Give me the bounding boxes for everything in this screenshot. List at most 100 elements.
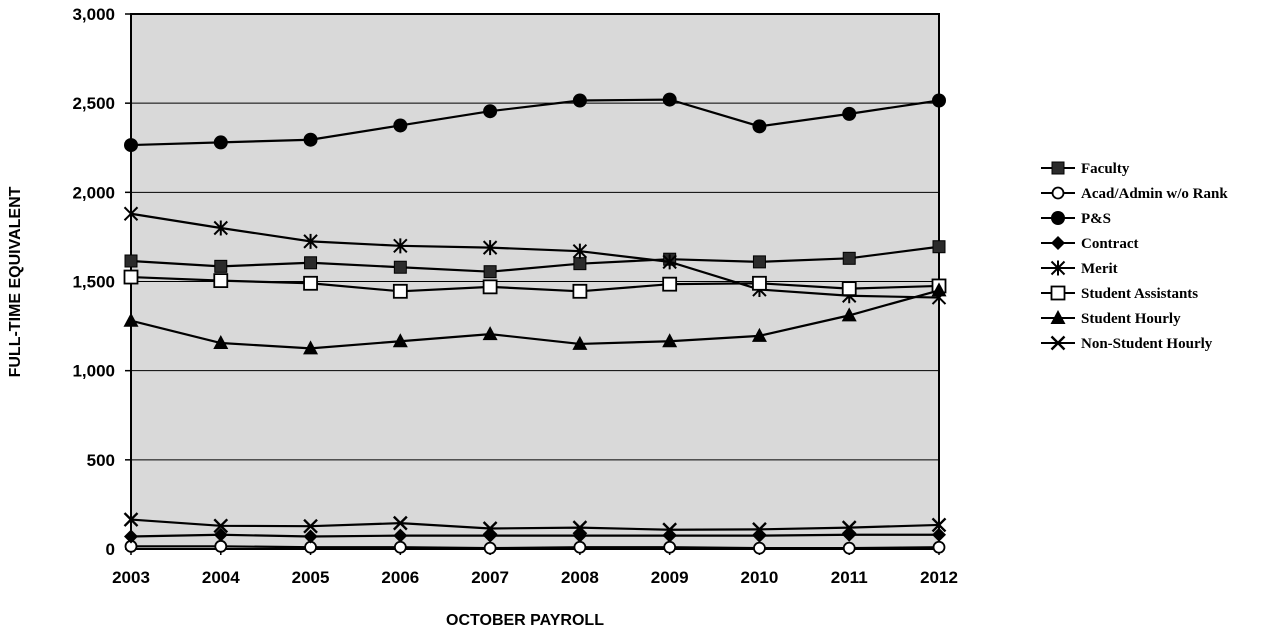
legend-label-merit: Merit xyxy=(1081,261,1118,277)
series-student-assistants xyxy=(123,269,947,299)
legend-item-non-student-hourly: Non-Student Hourly xyxy=(1041,335,1213,352)
point-acad-admin-w-o-rank-2006 xyxy=(393,540,407,554)
x-axis-ticks: 2003 2004 2005 2006 2007 2008 2009 2010 2011 2012 xyxy=(112,549,958,587)
y-tick-label-6: 3,000 xyxy=(72,5,115,24)
point-student-hourly-2006 xyxy=(392,333,408,348)
point-non-student-hourly-2009 xyxy=(662,522,678,538)
x-tick-label-6: 2009 xyxy=(651,568,689,587)
point-contract-2006 xyxy=(393,528,408,543)
x-tick-label-8: 2011 xyxy=(831,568,868,587)
legend-marker-non-student-hourly xyxy=(1050,335,1066,351)
point-faculty-2008 xyxy=(573,257,587,271)
point-merit-2006 xyxy=(393,238,408,254)
point-student-hourly-2005 xyxy=(303,340,319,355)
point-faculty-2007 xyxy=(483,265,497,279)
point-non-student-hourly-2004 xyxy=(213,518,229,534)
point-faculty-2003 xyxy=(124,254,138,268)
series-line-contract xyxy=(130,533,939,538)
point-merit-2007 xyxy=(482,240,498,256)
point-p-s-2012 xyxy=(932,93,946,108)
legend-label-p-s: P&S xyxy=(1081,211,1111,227)
point-merit-2009 xyxy=(662,254,677,270)
point-student-hourly-2009 xyxy=(662,333,678,348)
point-acad-admin-w-o-rank-2011 xyxy=(842,541,856,555)
series-merit xyxy=(123,206,947,306)
series-line-faculty xyxy=(130,245,940,273)
legend-label-student-assistants: Student Assistants xyxy=(1081,286,1198,302)
point-student-assistants-2003 xyxy=(123,269,139,285)
legend-item-student-assistants: Student Assistants xyxy=(1041,285,1198,302)
legend-item-faculty: Faculty xyxy=(1041,161,1130,177)
legend-marker-p-s xyxy=(1051,211,1065,225)
series-line-student-assistants xyxy=(130,275,940,293)
point-p-s-2006 xyxy=(393,118,408,133)
point-acad-admin-w-o-rank-2004 xyxy=(214,539,228,553)
point-non-student-hourly-2006 xyxy=(392,515,408,531)
legend-marker-acad-admin-w-o-rank xyxy=(1051,186,1065,200)
point-student-assistants-2009 xyxy=(662,276,678,292)
point-student-assistants-2008 xyxy=(572,283,588,299)
point-acad-admin-w-o-rank-2009 xyxy=(663,540,677,554)
point-contract-2012 xyxy=(932,527,946,542)
point-student-hourly-2004 xyxy=(213,335,229,350)
point-student-hourly-2011 xyxy=(841,307,857,322)
series-student-hourly xyxy=(123,282,947,355)
x-axis-title: OCTOBER PAYROLL xyxy=(446,612,604,629)
point-acad-admin-w-o-rank-2008 xyxy=(573,540,587,554)
legend: Faculty Acad/Admin w/o Rank P&S Contract Mer… xyxy=(1041,161,1228,352)
point-student-hourly-2007 xyxy=(482,326,498,341)
series-line-non-student-hourly xyxy=(130,518,940,531)
point-acad-admin-w-o-rank-2010 xyxy=(753,541,766,555)
point-merit-2008 xyxy=(572,243,588,259)
series-p-s xyxy=(124,92,946,153)
legend-item-merit: Merit xyxy=(1041,260,1118,277)
series-non-student-hourly xyxy=(123,512,947,538)
point-p-s-2007 xyxy=(483,104,498,119)
legend-marker-merit xyxy=(1050,260,1066,276)
point-student-hourly-2012 xyxy=(931,282,947,297)
legend-marker-student-hourly xyxy=(1050,310,1066,324)
x-tick-label-7: 2010 xyxy=(741,568,779,587)
legend-label-faculty: Faculty xyxy=(1081,161,1130,177)
point-faculty-2011 xyxy=(842,251,856,265)
point-contract-2005 xyxy=(303,529,318,544)
point-faculty-2005 xyxy=(304,256,318,270)
point-non-student-hourly-2008 xyxy=(572,520,588,535)
y-tick-label-5: 2,500 xyxy=(72,94,115,113)
point-faculty-2006 xyxy=(393,260,407,274)
point-non-student-hourly-2003 xyxy=(123,512,139,527)
point-student-assistants-2004 xyxy=(213,273,229,289)
point-p-s-2004 xyxy=(213,135,228,150)
legend-item-student-hourly: Student Hourly xyxy=(1041,310,1181,327)
legend-label-non-student-hourly: Non-Student Hourly xyxy=(1081,336,1213,352)
point-merit-2005 xyxy=(303,233,318,249)
point-merit-2003 xyxy=(123,206,139,222)
point-contract-2003 xyxy=(124,529,138,544)
series-line-p-s xyxy=(130,98,940,147)
y-tick-label-4: 2,000 xyxy=(72,183,115,202)
legend-marker-student-assistants xyxy=(1050,285,1066,301)
point-faculty-2010 xyxy=(752,255,766,269)
point-student-hourly-2010 xyxy=(751,327,767,342)
point-non-student-hourly-2005 xyxy=(303,518,318,534)
series-line-student-hourly xyxy=(130,289,940,350)
x-tick-label-9: 2012 xyxy=(920,568,958,587)
series-layer xyxy=(123,92,947,555)
legend-item-contract: Contract xyxy=(1041,236,1138,252)
point-p-s-2003 xyxy=(124,138,138,153)
legend-label-student-hourly: Student Hourly xyxy=(1081,311,1181,327)
point-student-hourly-2003 xyxy=(123,312,139,327)
point-faculty-2004 xyxy=(214,259,228,273)
point-student-assistants-2010 xyxy=(752,275,767,291)
point-non-student-hourly-2010 xyxy=(752,522,767,537)
point-p-s-2008 xyxy=(572,93,587,108)
series-line-merit xyxy=(130,212,940,299)
y-tick-label-2: 1,000 xyxy=(72,362,115,381)
point-student-assistants-2006 xyxy=(392,283,408,299)
y-tick-label-0: 0 xyxy=(106,540,115,559)
point-p-s-2005 xyxy=(303,132,318,147)
legend-item-acad-admin-w-o-rank: Acad/Admin w/o Rank xyxy=(1041,186,1228,202)
x-tick-label-0: 2003 xyxy=(112,568,150,587)
legend-label-acad-admin-w-o-rank: Acad/Admin w/o Rank xyxy=(1081,186,1228,202)
